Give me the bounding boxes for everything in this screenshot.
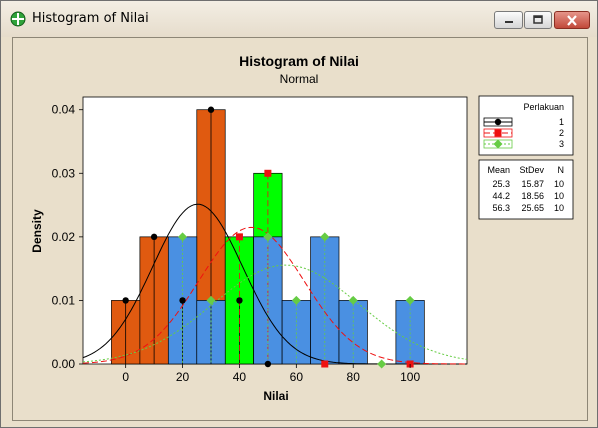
stats-cell-1-1: 15.87 (521, 179, 544, 189)
minitab-graph-icon (10, 11, 26, 27)
minimize-icon (504, 21, 513, 23)
window-title: Histogram of Nilai (32, 11, 149, 26)
chart-title: Histogram of Nilai (239, 53, 359, 69)
legend-label-3: 3 (559, 139, 564, 149)
legend: Perlakuan 123 (478, 95, 574, 156)
histogram-bars (111, 109, 425, 365)
marker-series-3-30 (206, 295, 216, 305)
stats-cell-2-1: 18.56 (521, 191, 544, 201)
marker-series-1-50 (264, 360, 272, 368)
legend-marker-3 (493, 139, 503, 149)
stats-cell-3-0: 56.3 (492, 203, 510, 213)
chart-subtitle: Normal (280, 72, 319, 86)
marker-series-2-70 (321, 360, 329, 368)
minimize-button[interactable] (494, 11, 523, 29)
marker-series-3-60 (291, 295, 301, 305)
y-tick-label-4: 0.04 (52, 103, 76, 117)
y-tick-label-1: 0.01 (52, 293, 76, 307)
y-tick-label-2: 0.02 (52, 230, 76, 244)
marker-series-3-80 (348, 295, 358, 305)
axes: 0 20 40 60 80 100 0.00 0.01 0.02 0.03 0.04 (52, 103, 421, 384)
maximize-icon (533, 15, 543, 24)
x-tick-label-80: 80 (347, 370, 361, 384)
close-button[interactable] (554, 11, 590, 29)
close-icon (567, 14, 577, 26)
marker-series-1-20 (179, 297, 186, 304)
legend-label-1: 1 (559, 117, 564, 127)
marker-series-2-50 (264, 169, 272, 177)
x-tick-label-60: 60 (290, 370, 304, 384)
stats-cell-3-1: 25.65 (521, 203, 544, 213)
x-tick-label-20: 20 (176, 370, 190, 384)
x-tick-label-40: 40 (233, 370, 247, 384)
x-tick-label-0: 0 (122, 370, 129, 384)
stats-header-n: N (558, 165, 565, 175)
legend-marker-2 (494, 129, 502, 137)
marker-series-2-40 (235, 233, 243, 241)
marker-series-1-0 (122, 297, 129, 304)
marker-series-3-50 (263, 232, 273, 242)
stats-cell-2-2: 10 (554, 191, 564, 201)
stats-cell-3-2: 10 (554, 203, 564, 213)
stats-cell-2-0: 44.2 (492, 191, 510, 201)
marker-series-1-30 (207, 106, 215, 113)
stats-cell-1-2: 10 (554, 179, 564, 189)
stats-table: Mean StDev N 25.3 15.87 10 44.2 18.56 10 56.3 2… (478, 159, 574, 220)
title-bar[interactable]: Histogram of Nilai (1, 1, 597, 37)
x-axis-label: Nilai (263, 389, 288, 403)
y-tick-label-0: 0.00 (52, 357, 76, 371)
marker-series-1-10 (150, 233, 158, 241)
marker-series-3-20 (178, 232, 188, 242)
marker-series-3-100 (405, 295, 415, 305)
marker-series-3-90 (377, 359, 387, 369)
legend-title: Perlakuan (523, 102, 564, 112)
stats-header-stdev: StDev (519, 165, 544, 175)
stats-cell-1-0: 25.3 (492, 179, 510, 189)
marker-series-3-70 (320, 232, 330, 242)
y-axis-label: Density (30, 209, 44, 253)
normal-curve-series-1 (82, 203, 467, 365)
legend-label-2: 2 (559, 128, 564, 138)
stats-header-mean: Mean (487, 165, 510, 175)
x-tick-label-100: 100 (400, 370, 420, 384)
normal-curves (82, 203, 468, 365)
maximize-button[interactable] (524, 11, 552, 29)
y-tick-label-3: 0.03 (52, 166, 76, 180)
legend-marker-1 (494, 118, 502, 126)
marker-series-1-40 (236, 297, 243, 304)
normal-curve-series-2 (82, 226, 467, 365)
normal-curve-series-3 (82, 264, 468, 363)
